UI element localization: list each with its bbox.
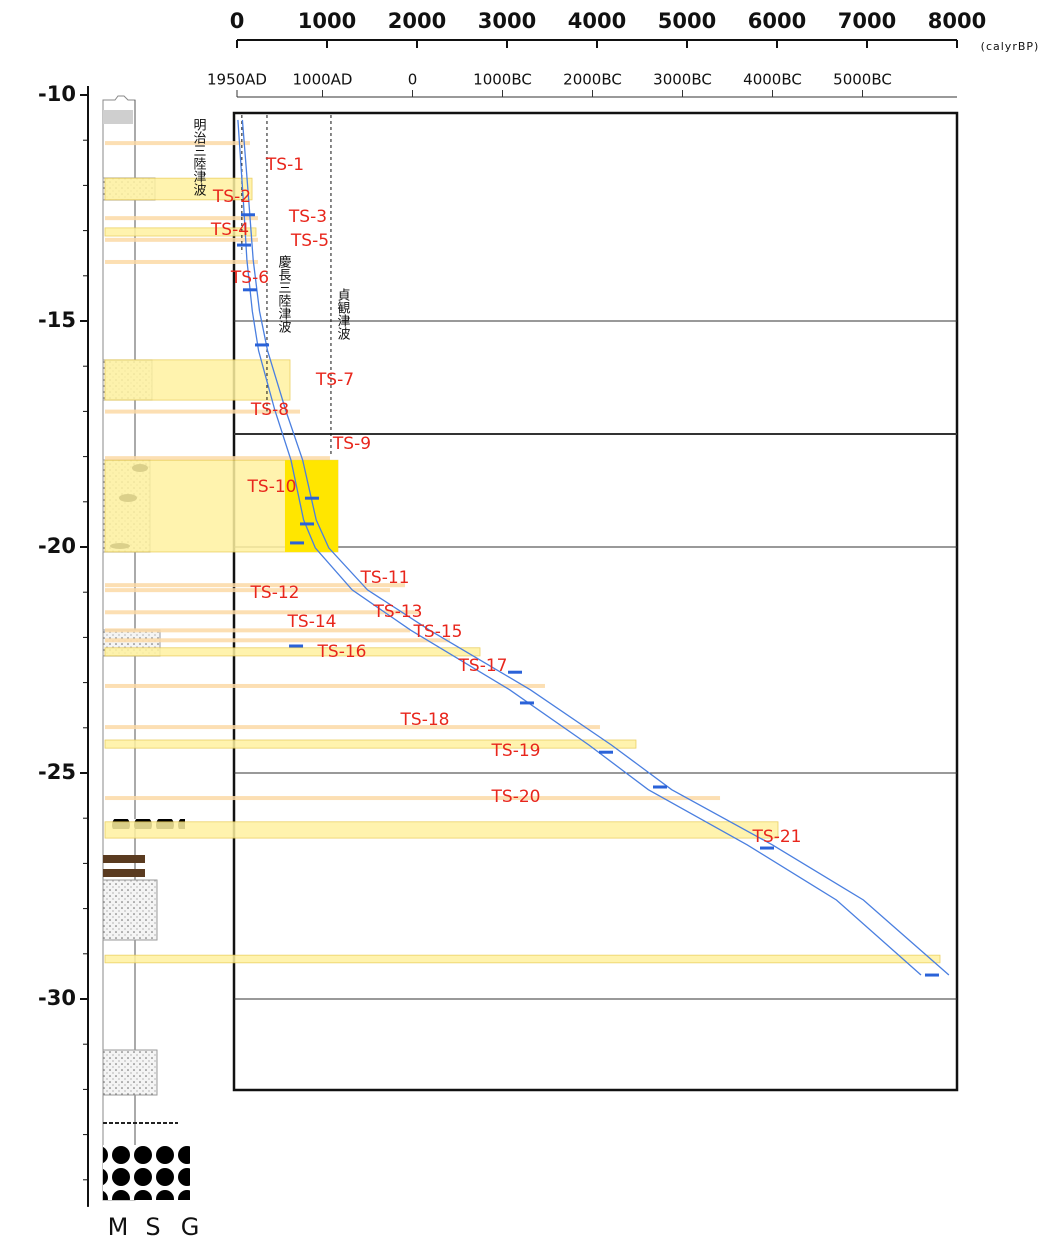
deposit-label: TS-2	[212, 187, 251, 207]
deposit-label: TS-14	[287, 612, 337, 632]
calendar-tick-label: 1950AD	[207, 71, 267, 89]
deposit-band	[105, 822, 778, 838]
y-tick-label: -25	[38, 760, 76, 784]
column-label: M	[108, 1213, 129, 1241]
deposit-band	[105, 648, 480, 656]
calendar-tick-label: 4000BC	[743, 71, 802, 89]
y-tick-label: -20	[38, 534, 76, 558]
deposit-label: TS-9	[332, 434, 371, 454]
calendar-tick-label: 1000AD	[293, 71, 353, 89]
deposit-band	[105, 260, 258, 264]
calendar-tick-label: 0	[408, 71, 418, 89]
deposit-band	[105, 955, 940, 963]
x-tick-label: 3000	[478, 9, 536, 33]
column-label: G	[181, 1213, 200, 1241]
y-tick-label: -15	[38, 308, 76, 332]
deposit-label: TS-13	[373, 602, 423, 622]
column-label: S	[145, 1213, 160, 1241]
x-tick-label: 0	[230, 9, 245, 33]
x-tick-label: 4000	[568, 9, 626, 33]
deposit-label: TS-18	[400, 710, 450, 730]
chart: 0 1000 2000 3000 4000 5000 6000 7000 8000 (calyrB…	[0, 0, 1047, 1246]
deposit-label: TS-1	[265, 155, 304, 175]
deposit-band	[105, 740, 636, 748]
deposit-label: TS-6	[230, 268, 269, 288]
event-label: 貞観津波	[335, 288, 351, 340]
deposit-label: TS-11	[360, 568, 410, 588]
event-label: 慶長三陸津波	[276, 255, 292, 333]
deposit-label: TS-7	[315, 370, 354, 390]
deposit-label: TS-17	[458, 656, 508, 676]
x-tick-label: 7000	[838, 9, 896, 33]
deposit-label: TS-4	[210, 220, 249, 240]
deposit-label: TS-21	[752, 827, 802, 847]
y-tick-label: -30	[38, 986, 76, 1010]
calendar-tick-label: 1000BC	[473, 71, 532, 89]
deposit-band	[105, 456, 330, 460]
deposit-band	[105, 725, 600, 729]
y-tick-label: -10	[38, 82, 76, 106]
calendar-tick-label: 3000BC	[653, 71, 712, 89]
calendar-tick-label: 5000BC	[833, 71, 892, 89]
page: {"chart_data": { "type": "age-depth", "x…	[0, 0, 1047, 1246]
deposit-label: TS-8	[250, 400, 289, 420]
x-unit: (calyrBP)	[981, 40, 1040, 53]
event-label: 明治三陸津波	[191, 118, 207, 196]
deposit-band	[105, 684, 545, 688]
x-tick-label: 1000	[298, 9, 356, 33]
deposit-label: TS-16	[317, 642, 367, 662]
deposit-label: TS-15	[413, 622, 463, 642]
plot-frame	[234, 113, 957, 1090]
x-tick-label: 6000	[748, 9, 806, 33]
deposit-band	[105, 628, 410, 632]
deposit-label: TS-10	[247, 477, 297, 497]
x-tick-label: 8000	[928, 9, 986, 33]
x-tick-label: 5000	[658, 9, 716, 33]
deposit-band	[105, 796, 720, 800]
deposit-band	[105, 141, 250, 145]
deposit-label: TS-20	[491, 787, 541, 807]
deposit-band	[105, 588, 390, 592]
deposit-label: TS-19	[491, 741, 541, 761]
deposit-label: TS-12	[250, 583, 300, 603]
x-tick-label: 2000	[388, 9, 446, 33]
deposit-band	[105, 638, 450, 642]
calendar-tick-label: 2000BC	[563, 71, 622, 89]
deposit-label: TS-3	[288, 207, 327, 227]
deposit-label: TS-5	[290, 231, 329, 251]
